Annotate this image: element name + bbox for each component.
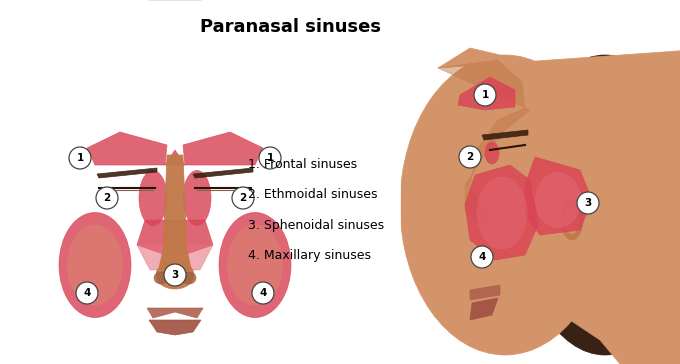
Ellipse shape [67,225,122,305]
Text: 3. Sphenoidal sinuses: 3. Sphenoidal sinuses [248,218,384,232]
Ellipse shape [485,142,499,164]
Polygon shape [159,155,191,280]
Text: 1: 1 [481,90,489,100]
Circle shape [471,246,493,268]
Polygon shape [165,150,185,165]
Polygon shape [482,130,528,140]
Circle shape [259,147,281,169]
Circle shape [252,282,274,304]
Ellipse shape [561,200,583,240]
Polygon shape [183,132,263,165]
Text: 4: 4 [478,252,486,262]
Circle shape [76,282,98,304]
Text: 1. Frontal sinuses: 1. Frontal sinuses [248,158,357,171]
Polygon shape [143,332,207,360]
Ellipse shape [218,65,256,245]
Ellipse shape [53,182,73,218]
Text: 3: 3 [171,270,179,280]
Polygon shape [87,132,167,165]
Circle shape [577,192,599,214]
Polygon shape [137,245,213,270]
Polygon shape [465,165,538,260]
Polygon shape [0,0,400,364]
Ellipse shape [517,55,680,355]
Ellipse shape [139,170,167,226]
Ellipse shape [154,272,168,284]
Polygon shape [438,48,680,364]
Text: 2: 2 [103,193,111,203]
Polygon shape [97,168,157,178]
Ellipse shape [94,65,132,245]
Ellipse shape [400,55,610,355]
Polygon shape [137,220,213,258]
Ellipse shape [477,177,527,249]
Text: Paranasal sinuses: Paranasal sinuses [199,18,381,36]
Polygon shape [470,298,498,320]
Polygon shape [438,60,530,225]
Ellipse shape [228,225,282,305]
Polygon shape [470,285,500,300]
Text: 2. Ethmoidal sinuses: 2. Ethmoidal sinuses [248,189,377,202]
Text: 2: 2 [466,152,474,162]
Ellipse shape [219,213,291,317]
Ellipse shape [536,173,581,228]
Ellipse shape [277,182,297,218]
Ellipse shape [565,206,579,234]
Polygon shape [149,320,201,335]
Text: 4: 4 [259,288,267,298]
Text: 1: 1 [76,153,84,163]
Circle shape [164,264,186,286]
Ellipse shape [183,170,211,226]
Circle shape [96,187,118,209]
Circle shape [474,84,496,106]
Circle shape [459,146,481,168]
Ellipse shape [65,47,285,352]
Text: 1: 1 [267,153,273,163]
Text: 2: 2 [239,193,247,203]
Ellipse shape [156,261,194,289]
Polygon shape [525,157,592,235]
Text: 4. Maxillary sinuses: 4. Maxillary sinuses [248,249,371,261]
Ellipse shape [110,0,240,87]
Text: 4: 4 [84,288,90,298]
Ellipse shape [59,213,131,317]
Circle shape [69,147,91,169]
Ellipse shape [182,272,196,284]
Circle shape [232,187,254,209]
Text: 3: 3 [584,198,592,208]
Polygon shape [147,308,203,318]
Polygon shape [193,168,253,178]
Polygon shape [458,77,515,110]
Ellipse shape [88,40,262,170]
